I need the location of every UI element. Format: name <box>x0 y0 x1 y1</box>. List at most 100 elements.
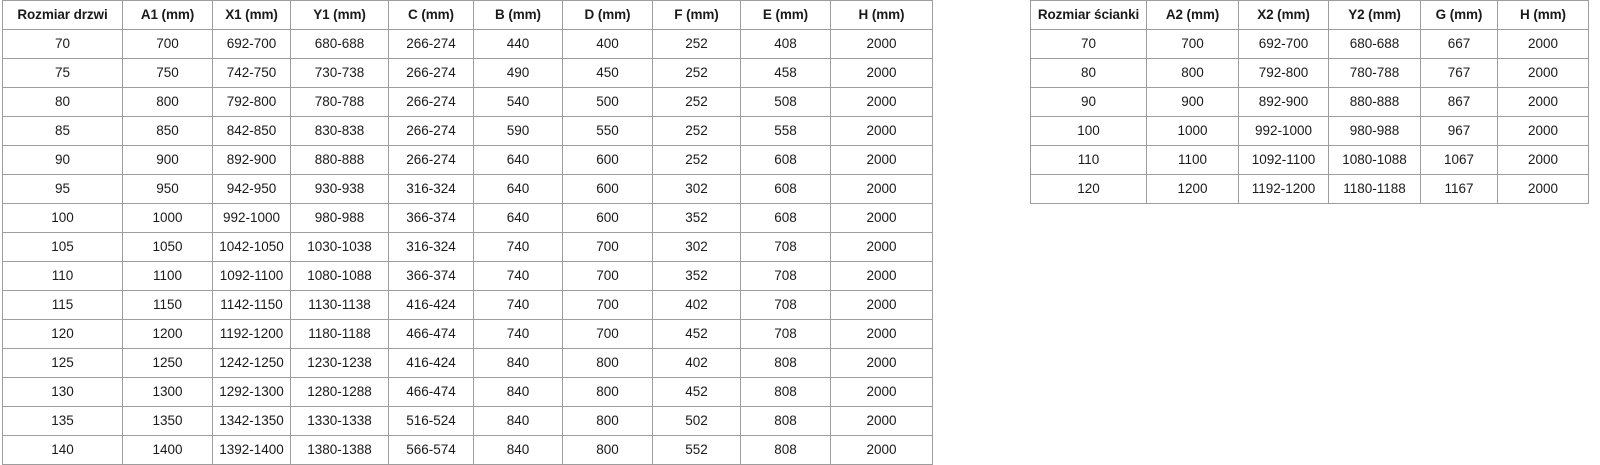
walls-table-cell: 900 <box>1146 87 1239 117</box>
walls-table-row: 110 1100 1092-1100 1080-1088 1067 2000 <box>1030 145 1589 175</box>
doors-table-row: 140 1400 1392-1400 1380-1388 566-574 840 800 55… <box>2 435 933 465</box>
doors-table-cell: 740 <box>473 319 563 349</box>
doors-table-cell: 608 <box>740 174 831 204</box>
doors-table-cell: 2000 <box>830 29 933 59</box>
doors-table-cell: 880-888 <box>290 145 389 175</box>
doors-table-cell: 552 <box>652 435 741 465</box>
doors-table-cell: 452 <box>652 377 741 407</box>
doors-table-cell: 750 <box>122 58 213 88</box>
doors-table-cell: 75 <box>2 58 123 88</box>
walls-table-cell: 100 <box>1030 116 1147 146</box>
doors-table-cell: 466-474 <box>388 319 474 349</box>
doors-table-cell: 400 <box>562 29 653 59</box>
doors-table-cell: 1280-1288 <box>290 377 389 407</box>
doors-table-cell: 500 <box>562 87 653 117</box>
walls-column-header: G (mm) <box>1420 0 1498 30</box>
doors-table-cell: 1242-1250 <box>212 348 291 378</box>
doors-table-cell: 2000 <box>830 290 933 320</box>
doors-table-row: 90 900 892-900 880-888 266-274 640 600 252 608 20… <box>2 145 933 175</box>
doors-table-cell: 2000 <box>830 435 933 465</box>
doors-table-cell: 95 <box>2 174 123 204</box>
walls-table-cell: 1100 <box>1146 145 1239 175</box>
doors-table-cell: 808 <box>740 406 831 436</box>
doors-table-cell: 140 <box>2 435 123 465</box>
walls-table-cell: 120 <box>1030 174 1147 204</box>
doors-table-cell: 70 <box>2 29 123 59</box>
doors-table-cell: 1400 <box>122 435 213 465</box>
doors-table-cell: 566-574 <box>388 435 474 465</box>
doors-table-cell: 2000 <box>830 116 933 146</box>
doors-table-cell: 2000 <box>830 406 933 436</box>
doors-table-cell: 992-1000 <box>212 203 291 233</box>
doors-table-cell: 1230-1238 <box>290 348 389 378</box>
doors-table-cell: 700 <box>562 290 653 320</box>
doors-table-cell: 800 <box>562 377 653 407</box>
doors-table-cell: 458 <box>740 58 831 88</box>
doors-table-cell: 808 <box>740 377 831 407</box>
walls-table-row: 120 1200 1192-1200 1180-1188 1167 2000 <box>1030 174 1589 204</box>
doors-table-cell: 692-700 <box>212 29 291 59</box>
doors-table-cell: 266-274 <box>388 58 474 88</box>
doors-table-cell: 840 <box>473 406 563 436</box>
doors-table-cell: 1250 <box>122 348 213 378</box>
doors-dimension-table: Rozmiar drzwi A1 (mm) X1 (mm) Y1 (mm) C (mm)… <box>2 0 933 465</box>
walls-table-cell: 1092-1100 <box>1238 145 1329 175</box>
doors-table-cell: 1392-1400 <box>212 435 291 465</box>
doors-table-cell: 440 <box>473 29 563 59</box>
walls-table-head: Rozmiar ścianki A2 (mm) X2 (mm) Y2 (mm) G (m… <box>1030 0 1589 30</box>
doors-table-cell: 2000 <box>830 377 933 407</box>
doors-table-cell: 452 <box>652 319 741 349</box>
doors-column-header: F (mm) <box>652 0 741 30</box>
doors-table-cell: 110 <box>2 261 123 291</box>
walls-table-cell: 1080-1088 <box>1328 145 1421 175</box>
doors-table-cell: 740 <box>473 261 563 291</box>
doors-table-cell: 740 <box>473 232 563 262</box>
doors-table-cell: 708 <box>740 290 831 320</box>
doors-dimension-table-container: Rozmiar drzwi A1 (mm) X1 (mm) Y1 (mm) C (mm)… <box>2 0 933 465</box>
doors-table-cell: 1150 <box>122 290 213 320</box>
walls-table-cell: 2000 <box>1497 58 1589 88</box>
doors-table-cell: 302 <box>652 174 741 204</box>
doors-table-cell: 2000 <box>830 58 933 88</box>
walls-column-header: Y2 (mm) <box>1328 0 1421 30</box>
walls-table-body: 70 700 692-700 680-688 667 2000 80 800 792-800 78… <box>1030 29 1589 204</box>
doors-table-cell: 1000 <box>122 203 213 233</box>
doors-table-cell: 742-750 <box>212 58 291 88</box>
doors-table-cell: 800 <box>562 406 653 436</box>
doors-table-cell: 680-688 <box>290 29 389 59</box>
doors-table-cell: 700 <box>562 232 653 262</box>
doors-table-cell: 600 <box>562 145 653 175</box>
walls-table-row: 100 1000 992-1000 980-988 967 2000 <box>1030 116 1589 146</box>
doors-table-cell: 708 <box>740 232 831 262</box>
doors-table-cell: 402 <box>652 290 741 320</box>
doors-table-cell: 730-738 <box>290 58 389 88</box>
doors-table-cell: 600 <box>562 174 653 204</box>
doors-table-cell: 252 <box>652 145 741 175</box>
doors-column-header: D (mm) <box>562 0 653 30</box>
walls-column-header: X2 (mm) <box>1238 0 1329 30</box>
doors-table-cell: 1300 <box>122 377 213 407</box>
doors-table-row: 85 850 842-850 830-838 266-274 590 550 252 558 20… <box>2 116 933 146</box>
doors-table-cell: 266-274 <box>388 145 474 175</box>
doors-table-cell: 352 <box>652 203 741 233</box>
walls-table-row: 70 700 692-700 680-688 667 2000 <box>1030 29 1589 59</box>
walls-column-header: H (mm) <box>1497 0 1589 30</box>
walls-dimension-table-container: Rozmiar ścianki A2 (mm) X2 (mm) Y2 (mm) G (m… <box>1030 0 1589 204</box>
doors-table-cell: 640 <box>473 145 563 175</box>
doors-table-cell: 115 <box>2 290 123 320</box>
doors-table-cell: 600 <box>562 203 653 233</box>
walls-table-cell: 892-900 <box>1238 87 1329 117</box>
doors-table-cell: 90 <box>2 145 123 175</box>
doors-table-cell: 316-324 <box>388 174 474 204</box>
doors-table-cell: 2000 <box>830 232 933 262</box>
doors-table-cell: 416-424 <box>388 290 474 320</box>
doors-table-cell: 608 <box>740 145 831 175</box>
walls-column-header: A2 (mm) <box>1146 0 1239 30</box>
walls-table-cell: 1000 <box>1146 116 1239 146</box>
doors-table-cell: 2000 <box>830 203 933 233</box>
doors-table-cell: 830-838 <box>290 116 389 146</box>
walls-table-cell: 1192-1200 <box>1238 174 1329 204</box>
doors-table-cell: 1192-1200 <box>212 319 291 349</box>
doors-table-cell: 540 <box>473 87 563 117</box>
